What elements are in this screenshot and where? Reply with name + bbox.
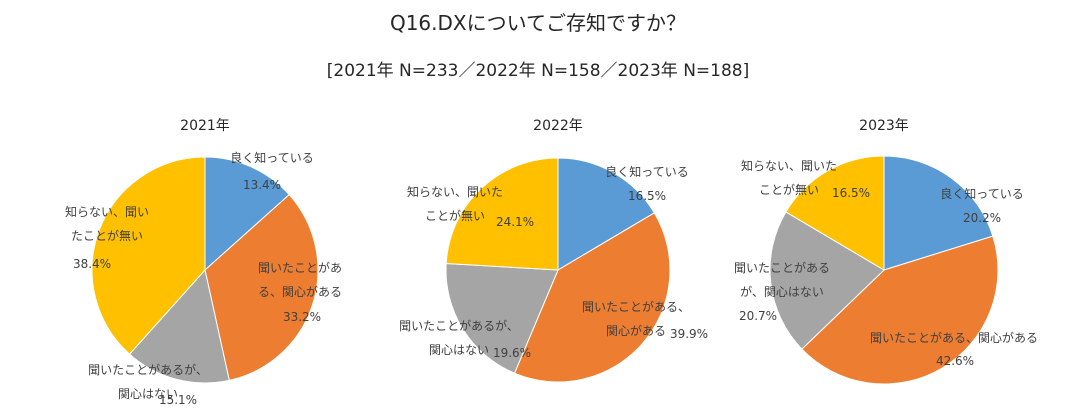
slice-label: 聞いたことがあ: [258, 260, 342, 275]
slice-label: 知らない、聞いた: [407, 185, 503, 199]
slice-label: 知らない、聞いた: [741, 159, 837, 173]
pie-title: 2021年: [180, 118, 230, 134]
slice-label: ことが無い: [425, 208, 485, 223]
slice-label: が、関心はない: [740, 284, 824, 299]
slice-label: 聞いたことがあるが、: [88, 362, 208, 377]
slice-value-label: 33.2%: [283, 310, 321, 324]
chart-title: Q16.DXについてご存知ですか？: [390, 11, 686, 35]
pie-slice: [204, 193, 319, 381]
slice-label: る、関心がある: [258, 284, 342, 299]
pie-title: 2022年: [533, 118, 583, 134]
slice-label: 関心がある: [606, 323, 666, 338]
slice-value-label: 24.1%: [496, 215, 534, 229]
slice-value-label: 42.6%: [936, 354, 974, 368]
slice-value-label: 38.4%: [73, 257, 111, 271]
pie-slice: [128, 268, 230, 384]
chart-subtitle: [2021年 N=233／2022年 N=158／2023年 N=188]: [327, 61, 750, 81]
slice-value-label: 16.5%: [832, 186, 870, 200]
pie-slice: [445, 157, 559, 271]
slice-value-label: 39.9%: [670, 327, 708, 341]
slice-label: 聞いたことがある、関心がある: [870, 330, 1038, 345]
slice-label: 聞いたことがある、: [582, 299, 690, 314]
slice-label: 聞いたことがある: [734, 260, 830, 275]
pie-title: 2023年: [859, 118, 909, 134]
pie-slice: [801, 235, 999, 385]
pie-slice: [91, 156, 206, 355]
slice-value-label: 16.5%: [628, 189, 666, 203]
pie-slice: [557, 157, 656, 271]
slice-label: 良く知っている: [605, 164, 688, 179]
slice-value-label: 13.4%: [243, 178, 281, 192]
slice-value-label: 20.7%: [739, 309, 777, 323]
pie-slice: [204, 156, 290, 272]
pie-slice: [445, 262, 559, 374]
slice-value-label: 19.6%: [493, 346, 531, 360]
slice-label: たことが無い: [71, 228, 143, 243]
slice-label: 良く知っている: [230, 150, 313, 165]
slice-value-label: 20.2%: [963, 211, 1001, 225]
slice-label: 関心はない: [118, 387, 178, 401]
pie-slice: [785, 155, 885, 271]
pie-slice: [769, 211, 885, 350]
slice-label: 聞いたことがあるが、: [399, 318, 519, 333]
pie-slice: [883, 155, 994, 271]
slice-label: 知らない、聞い: [65, 205, 149, 219]
slice-value-label: 15.1%: [159, 393, 197, 407]
slice-label: 関心はない: [429, 343, 489, 357]
slice-label: 良く知っている: [940, 186, 1023, 201]
pie-slice: [513, 212, 671, 383]
slice-label: ことが無い: [759, 182, 819, 197]
